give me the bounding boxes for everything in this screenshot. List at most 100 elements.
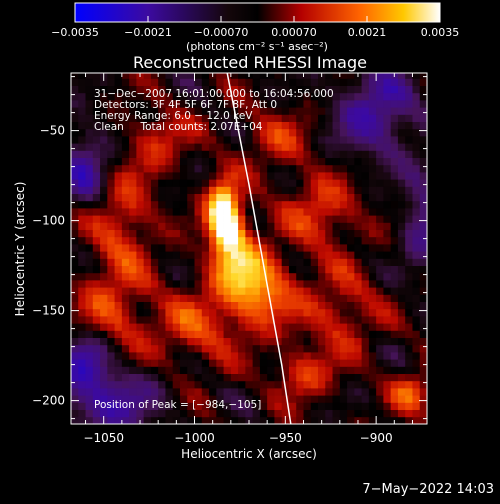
heatmap-cell <box>158 402 166 410</box>
heatmap-cell <box>201 366 210 374</box>
heatmap-cell <box>274 193 283 202</box>
heatmap-cell <box>259 78 268 86</box>
heatmap-cell <box>383 215 392 223</box>
heatmap-cell <box>100 366 108 374</box>
heatmap-cell <box>318 186 326 194</box>
heatmap-cell <box>361 373 370 382</box>
heatmap-cell <box>107 287 115 295</box>
heatmap-cell <box>361 222 370 230</box>
heatmap-cell <box>303 280 312 288</box>
heatmap-cell <box>361 330 370 338</box>
heatmap-cell <box>209 308 217 317</box>
heatmap-cell <box>245 236 254 245</box>
heatmap-cell <box>397 402 406 410</box>
heatmap-cell <box>194 78 203 86</box>
heatmap-cell <box>107 359 115 367</box>
heatmap-cell <box>165 208 174 216</box>
heatmap-cell <box>92 172 101 180</box>
heatmap-cell <box>259 193 268 202</box>
heatmap-cell <box>274 258 283 266</box>
heatmap-cell <box>281 150 290 158</box>
heatmap-cell <box>274 388 283 396</box>
heatmap-cell <box>325 186 333 194</box>
heatmap-cell <box>325 107 333 115</box>
heatmap-cell <box>303 287 312 295</box>
heatmap-cell <box>201 402 210 410</box>
heatmap-cell <box>252 100 261 108</box>
heatmap-cell <box>78 78 86 86</box>
heatmap-cell <box>412 73 421 79</box>
heatmap-cell <box>288 121 297 130</box>
heatmap-cell <box>121 352 130 360</box>
heatmap-cell <box>150 136 159 144</box>
heatmap-cell <box>187 258 195 266</box>
heatmap-cell <box>85 172 94 180</box>
heatmap-cell <box>71 272 79 281</box>
heatmap-cell <box>405 150 413 158</box>
heatmap-cell <box>179 409 188 418</box>
heatmap-cell <box>129 114 137 122</box>
heatmap-cell <box>209 373 217 382</box>
heatmap-cell <box>114 229 123 238</box>
heatmap-cell <box>143 78 152 86</box>
heatmap-cell <box>376 78 384 86</box>
heatmap-cell <box>121 409 130 418</box>
heatmap-cell <box>347 92 355 101</box>
heatmap-cell <box>172 143 181 151</box>
heatmap-cell <box>143 388 152 396</box>
heatmap-cell <box>274 186 283 194</box>
heatmap-cell <box>216 150 224 158</box>
heatmap-cell <box>238 85 246 94</box>
heatmap-cell <box>100 193 108 202</box>
heatmap-cell <box>143 366 152 374</box>
heatmap-cell <box>383 395 392 403</box>
heatmap-cell <box>143 373 152 382</box>
heatmap-cell <box>150 229 159 238</box>
heatmap-cell <box>129 215 137 223</box>
heatmap-cell <box>390 330 399 338</box>
heatmap-cell <box>288 186 297 194</box>
heatmap-cell <box>361 92 370 101</box>
heatmap-cell <box>121 366 130 374</box>
heatmap-cell <box>318 107 326 115</box>
heatmap-cell <box>100 251 108 259</box>
heatmap-cell <box>318 100 326 108</box>
heatmap-cell <box>390 92 399 101</box>
heatmap-cell <box>100 294 108 302</box>
heatmap-cell <box>383 157 392 166</box>
heatmap-cell <box>332 85 341 94</box>
heatmap-cell <box>419 85 427 94</box>
heatmap-cell <box>339 136 348 144</box>
heatmap-cell <box>303 215 312 223</box>
heatmap-cell <box>172 359 181 367</box>
heatmap-cell <box>347 85 355 94</box>
heatmap-cell <box>368 121 377 130</box>
heatmap-cell <box>92 344 101 353</box>
heatmap-cell <box>347 186 355 194</box>
heatmap-cell <box>238 136 246 144</box>
heatmap-cell <box>201 395 210 403</box>
heatmap-cell <box>296 143 304 151</box>
heatmap-cell <box>252 416 261 424</box>
heatmap-cell <box>238 366 246 374</box>
heatmap-cell <box>252 265 261 274</box>
heatmap-cell <box>412 388 421 396</box>
heatmap-cell <box>209 121 217 130</box>
heatmap-cell <box>274 215 283 223</box>
heatmap-cell <box>179 107 188 115</box>
heatmap-cell <box>383 107 392 115</box>
heatmap-cell <box>85 251 94 259</box>
heatmap-cell <box>201 294 210 302</box>
heatmap-cell <box>405 85 413 94</box>
heatmap-cell <box>71 136 79 144</box>
heatmap-cell <box>165 143 174 151</box>
heatmap-cell <box>339 107 348 115</box>
heatmap-cell <box>216 136 224 144</box>
heatmap-cell <box>209 229 217 238</box>
heatmap-cell <box>296 85 304 94</box>
colorbar-ticks: −0.0035 −0.0021 −0.00070 0.00070 0.0021 0.003… <box>51 16 459 39</box>
heatmap-cell <box>238 294 246 302</box>
heatmap-cell <box>383 344 392 353</box>
heatmap-cell <box>201 200 210 209</box>
heatmap-cell <box>259 229 268 238</box>
